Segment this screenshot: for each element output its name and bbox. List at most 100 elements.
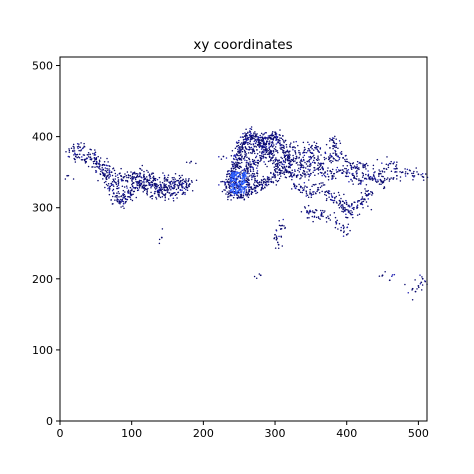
- data-point: [312, 155, 314, 158]
- data-point: [139, 168, 142, 170]
- data-point: [336, 155, 338, 157]
- data-point: [335, 142, 338, 145]
- data-point: [300, 164, 303, 167]
- data-point: [360, 181, 362, 183]
- data-point: [242, 139, 245, 141]
- data-point: [368, 177, 370, 180]
- data-point: [325, 190, 328, 192]
- data-point: [163, 183, 165, 185]
- data-point: [358, 167, 360, 169]
- data-point: [129, 191, 131, 193]
- data-point: [291, 169, 293, 172]
- data-point: [350, 210, 352, 212]
- data-point: [184, 191, 186, 194]
- data-point: [231, 191, 233, 194]
- data-point: [358, 168, 360, 171]
- x-tick-label: 100: [121, 427, 142, 440]
- data-point: [382, 180, 385, 182]
- data-point: [352, 162, 355, 164]
- data-point: [168, 192, 171, 194]
- data-point: [332, 140, 335, 142]
- data-point: [399, 180, 402, 182]
- data-point: [393, 273, 396, 276]
- data-point: [284, 140, 286, 142]
- data-point: [252, 148, 255, 150]
- data-point: [345, 175, 348, 178]
- data-point: [289, 154, 291, 156]
- data-point: [133, 182, 135, 184]
- data-point: [290, 172, 292, 174]
- data-point: [126, 187, 128, 189]
- y-tick-label: 300: [32, 202, 53, 215]
- data-point: [294, 150, 296, 152]
- data-point: [76, 143, 79, 145]
- data-point: [308, 149, 311, 152]
- data-point: [225, 193, 227, 195]
- data-point: [117, 191, 120, 193]
- data-point: [285, 170, 288, 172]
- data-point: [111, 180, 114, 183]
- data-point: [267, 138, 269, 140]
- data-point: [248, 149, 251, 151]
- data-point: [258, 273, 261, 275]
- data-point: [329, 170, 331, 173]
- data-point: [322, 182, 324, 184]
- data-point: [274, 148, 277, 151]
- data-point: [273, 147, 276, 150]
- data-point: [261, 144, 263, 147]
- data-point: [304, 185, 306, 187]
- data-point: [255, 155, 258, 158]
- data-point: [238, 180, 241, 182]
- data-point-bright: [233, 177, 236, 179]
- data-point: [299, 166, 302, 169]
- data-point: [279, 173, 281, 175]
- data-point: [283, 225, 285, 227]
- data-point: [77, 147, 79, 150]
- data-point: [311, 148, 313, 150]
- data-point: [83, 158, 86, 161]
- data-point: [232, 167, 235, 170]
- data-point: [324, 152, 327, 154]
- data-point: [265, 148, 268, 150]
- data-point: [282, 146, 284, 149]
- data-point: [236, 158, 238, 161]
- data-point: [364, 177, 366, 180]
- data-point: [365, 184, 368, 186]
- data-point: [239, 148, 242, 150]
- data-point: [297, 164, 299, 166]
- data-point: [253, 137, 255, 140]
- data-point: [127, 174, 130, 176]
- data-point: [377, 180, 379, 183]
- data-point: [290, 142, 292, 144]
- data-point: [172, 199, 175, 202]
- data-point: [144, 184, 146, 187]
- data-point: [298, 171, 301, 173]
- data-points-layer: [64, 126, 429, 301]
- data-point-bright: [239, 175, 242, 178]
- data-point: [122, 189, 125, 192]
- data-point: [131, 179, 133, 181]
- data-point: [248, 158, 251, 161]
- data-point: [396, 178, 398, 180]
- data-point: [307, 150, 309, 152]
- data-point: [248, 175, 251, 177]
- data-point: [291, 176, 294, 178]
- data-point: [228, 175, 231, 178]
- data-point: [172, 187, 175, 189]
- data-point: [237, 151, 239, 153]
- data-point: [249, 161, 251, 163]
- data-point: [157, 189, 159, 192]
- data-point: [341, 200, 344, 202]
- data-point: [98, 162, 100, 164]
- data-point: [348, 172, 351, 174]
- data-point: [232, 161, 234, 164]
- data-point: [421, 175, 424, 178]
- data-point: [176, 197, 178, 199]
- data-point: [300, 177, 302, 179]
- data-point: [329, 153, 332, 155]
- data-point: [150, 181, 152, 184]
- data-point: [125, 200, 127, 203]
- data-point: [135, 180, 137, 183]
- data-point: [307, 147, 310, 150]
- data-point: [275, 137, 278, 139]
